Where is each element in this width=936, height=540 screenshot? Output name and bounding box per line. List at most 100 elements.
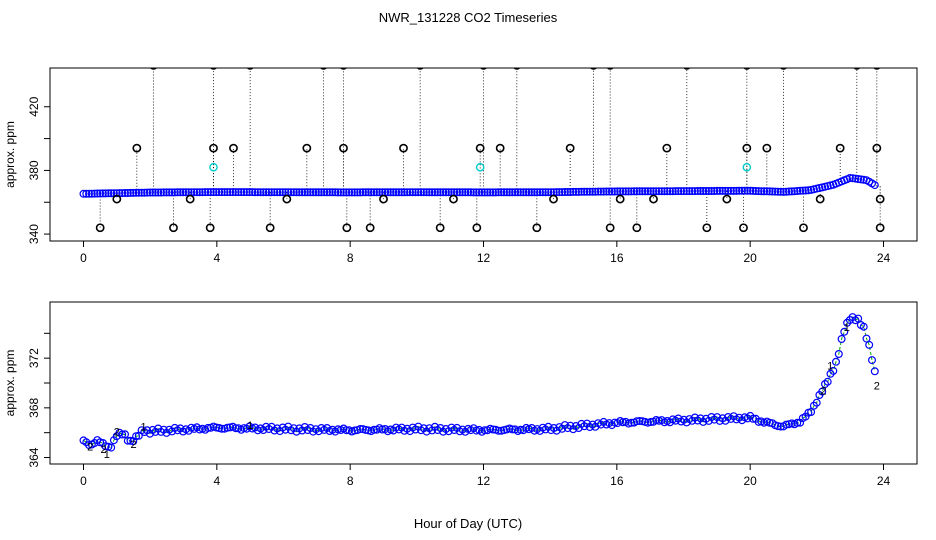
data-point [245, 188, 254, 197]
data-point [417, 188, 426, 197]
data-point [502, 188, 511, 197]
data-point [190, 188, 199, 197]
data-point [790, 187, 799, 196]
data-point [223, 188, 232, 197]
flagged-point [632, 223, 642, 233]
flagged-point [875, 194, 885, 204]
data-point [489, 425, 498, 434]
data-point [441, 188, 450, 197]
data-point [275, 188, 284, 197]
data-point [560, 188, 569, 197]
data-point [328, 188, 337, 197]
data-point [120, 189, 129, 198]
data-point [215, 188, 224, 197]
data-point [489, 188, 498, 197]
data-point [804, 186, 813, 195]
data-point [394, 188, 403, 197]
flagged-point [365, 223, 375, 233]
data-point [596, 420, 605, 429]
flagged-point [532, 223, 542, 233]
data-point [693, 187, 702, 196]
data-point [516, 425, 525, 434]
data-point [707, 187, 716, 196]
flagged-point [449, 194, 458, 204]
data-point [132, 188, 141, 197]
data-point [627, 418, 636, 427]
data-point [704, 187, 713, 196]
data-point [361, 425, 370, 434]
data-point [724, 186, 733, 195]
data-point [854, 314, 863, 323]
data-point [762, 187, 771, 196]
data-point [505, 188, 514, 197]
data-point [466, 188, 475, 197]
data-point [267, 188, 276, 197]
alt-point [742, 162, 752, 172]
data-point [624, 187, 633, 196]
flagged-point [605, 223, 615, 233]
flagged-point [662, 143, 672, 153]
data-point [580, 422, 589, 431]
data-point [289, 188, 298, 197]
data-point [748, 186, 757, 195]
data-point [867, 356, 876, 365]
x-tick-label: 16 [610, 251, 624, 265]
data-point [635, 417, 644, 426]
data-point [679, 187, 688, 196]
data-point [408, 188, 417, 197]
flagged-point [246, 68, 254, 70]
data-point [251, 188, 260, 197]
data-point [696, 187, 705, 196]
flagged-point [835, 143, 845, 153]
flagged-point [185, 194, 195, 204]
data-point [735, 186, 744, 195]
data-point [773, 187, 782, 196]
data-point [552, 188, 561, 197]
data-point [577, 187, 586, 196]
data-point [605, 187, 614, 196]
data-point [701, 187, 710, 196]
data-point [179, 188, 188, 197]
data-point [104, 189, 113, 198]
data-point [120, 430, 129, 439]
data-point [793, 418, 802, 427]
data-point [342, 188, 351, 197]
data-point [538, 188, 547, 197]
data-point [760, 187, 769, 196]
data-point [643, 187, 652, 196]
data-point [278, 188, 287, 197]
x-tick-label: 20 [743, 474, 757, 488]
data-point [840, 327, 849, 336]
data-point [159, 188, 168, 197]
data-point [635, 187, 644, 196]
data-point [422, 188, 431, 197]
data-point [773, 422, 782, 431]
data-point [657, 187, 666, 196]
data-point [414, 188, 423, 197]
data-point [170, 188, 179, 197]
data-point [768, 187, 777, 196]
flagged-point [742, 143, 752, 153]
data-point [779, 187, 788, 196]
data-point [582, 187, 591, 196]
data-point [831, 357, 840, 366]
data-point [477, 188, 486, 197]
data-point [411, 188, 420, 197]
flagged-point [589, 68, 598, 70]
flagged-point [265, 223, 275, 233]
flagged-point [743, 68, 751, 70]
data-point [654, 187, 663, 196]
flagged-point [319, 68, 328, 70]
data-point [818, 387, 827, 396]
flagged-point [606, 68, 614, 70]
plot-area [79, 68, 885, 233]
data-point [771, 187, 780, 196]
plot-frame [49, 67, 918, 242]
data-point [682, 187, 691, 196]
data-point [646, 187, 655, 196]
data-point [311, 188, 320, 197]
data-point [679, 415, 688, 424]
